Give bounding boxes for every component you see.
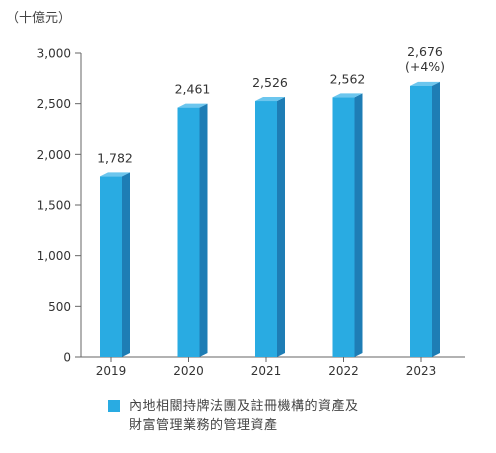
unit-label: （十億元）	[6, 10, 71, 26]
bar-side	[277, 97, 285, 358]
data-label: 2,676	[407, 44, 443, 59]
legend-swatch	[108, 400, 120, 412]
y-tick-label: 2,000	[37, 148, 71, 162]
bar-top	[177, 103, 208, 108]
bar-top	[100, 172, 130, 177]
bar	[332, 93, 363, 357]
data-label-change: (+4%)	[405, 59, 445, 74]
data-label: 2,562	[330, 71, 366, 86]
x-tick-label: 2023	[406, 364, 437, 378]
x-tick-label: 2021	[251, 364, 282, 378]
bar-side	[432, 81, 440, 357]
bar-side	[199, 103, 208, 357]
bar-top	[255, 97, 285, 102]
y-tick-label: 1,500	[37, 199, 71, 213]
x-tick-label: 2020	[173, 364, 204, 378]
data-label: 1,782	[97, 150, 133, 165]
bar	[255, 97, 285, 358]
bar-side	[354, 93, 363, 357]
x-tick-label: 2022	[328, 364, 359, 378]
bar-front	[410, 85, 432, 357]
bar-front	[100, 176, 122, 357]
bar-side	[122, 172, 130, 357]
legend: 內地相關持牌法團及註冊機構的資產及 財富管理業務的管理資產	[108, 397, 448, 435]
y-tick-label: 500	[48, 300, 71, 314]
bar	[177, 103, 208, 357]
bar-layer	[100, 81, 440, 358]
y-tick-label: 1,000	[37, 249, 71, 263]
data-label: 2,526	[252, 75, 288, 90]
bar	[100, 172, 130, 357]
x-tick-label: 2019	[96, 364, 127, 378]
data-label: 2,461	[175, 82, 211, 97]
label-layer: 1,782 2,461 2,526 2,562 2,676(+4%)	[97, 44, 445, 166]
y-tick-label: 2,500	[37, 97, 71, 111]
y-tick-label: 3,000	[37, 47, 71, 61]
bar-front	[177, 107, 200, 357]
bar	[410, 81, 440, 357]
legend-label: 內地相關持牌法團及註冊機構的資產及 財富管理業務的管理資產	[129, 399, 359, 433]
bar-front	[255, 101, 277, 357]
bar-front	[332, 97, 355, 357]
y-tick-label: 0	[63, 351, 71, 365]
bar-top	[332, 93, 363, 98]
bar-top	[410, 81, 440, 86]
axis-layer: 0 500 1,000 1,500 2,000 2,500 3,000 2019 2020 202…	[37, 47, 465, 378]
